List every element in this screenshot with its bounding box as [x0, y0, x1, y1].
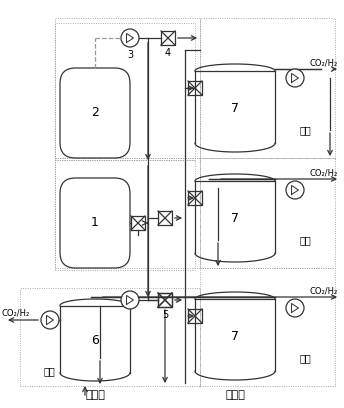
- Circle shape: [121, 29, 139, 47]
- Text: CO₂/H₂: CO₂/H₂: [310, 168, 338, 177]
- Circle shape: [286, 181, 304, 199]
- Text: 二级罐: 二级罐: [225, 390, 245, 400]
- Text: 7: 7: [231, 330, 239, 342]
- FancyBboxPatch shape: [60, 178, 130, 268]
- Text: 7: 7: [231, 102, 239, 115]
- Text: 4: 4: [165, 48, 171, 58]
- Text: 产物: 产物: [300, 235, 312, 245]
- Text: 2: 2: [91, 106, 99, 120]
- Text: 5: 5: [162, 310, 168, 320]
- Text: CO₂/H₂: CO₂/H₂: [310, 58, 338, 67]
- Circle shape: [286, 299, 304, 317]
- FancyBboxPatch shape: [60, 68, 130, 158]
- Text: 产物: 产物: [300, 353, 312, 363]
- Text: 一级罐: 一级罐: [85, 390, 105, 400]
- Text: CO₂/H₂: CO₂/H₂: [2, 309, 30, 318]
- Text: CO₂/H₂: CO₂/H₂: [310, 286, 338, 295]
- Text: 种子: 种子: [43, 366, 55, 376]
- Text: 7: 7: [231, 211, 239, 224]
- Text: 产物: 产物: [300, 125, 312, 135]
- Circle shape: [121, 291, 139, 309]
- Circle shape: [41, 311, 59, 329]
- Text: 3: 3: [127, 50, 133, 60]
- Text: 6: 6: [91, 333, 99, 346]
- Circle shape: [286, 69, 304, 87]
- Text: 1: 1: [91, 217, 99, 229]
